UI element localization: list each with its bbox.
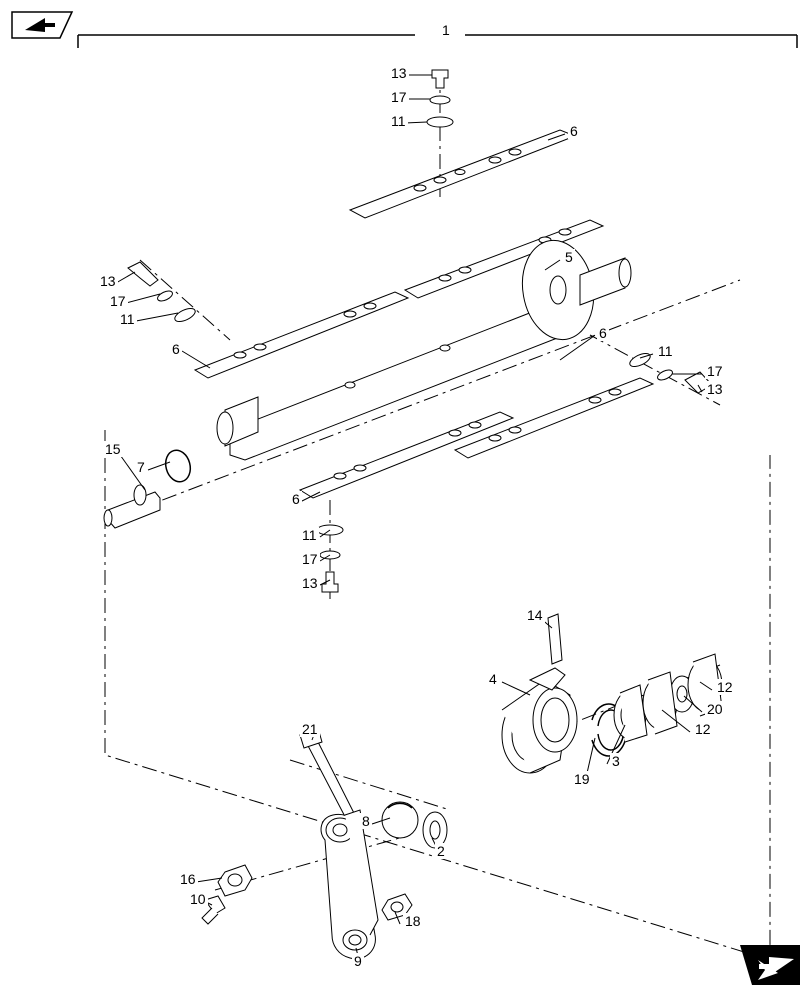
callout-16: 16 — [178, 871, 198, 887]
callout-19: 19 — [572, 771, 592, 787]
callout-14: 14 — [525, 607, 545, 623]
blade-top — [350, 130, 575, 218]
housing — [502, 668, 577, 773]
callout-2: 2 — [435, 843, 447, 859]
callout-4: 4 — [487, 671, 499, 687]
roll-pin — [548, 614, 562, 664]
bolt-stack-bottom — [317, 525, 343, 592]
callout-15: 15 — [103, 441, 123, 457]
bolt-stack-top — [427, 70, 453, 127]
callout-11b: 11 — [118, 311, 137, 327]
callout-7: 7 — [135, 459, 147, 475]
callout-21: 21 — [300, 721, 320, 737]
callout-13b: 13 — [98, 273, 118, 289]
callout-13c: 13 — [705, 381, 725, 397]
callout-11d: 11 — [300, 527, 319, 543]
callout-10: 10 — [188, 891, 208, 907]
ball-washer — [382, 802, 447, 848]
callout-17d: 17 — [300, 551, 320, 567]
bolt-stack-left — [128, 262, 197, 324]
return-icon-bottom-right — [740, 945, 800, 985]
callout-8: 8 — [360, 813, 372, 829]
callout-17b: 17 — [108, 293, 128, 309]
callout-1: 1 — [440, 22, 452, 38]
callout-6b: 6 — [170, 341, 182, 357]
callout-20: 20 — [705, 701, 725, 717]
callout-6c: 6 — [597, 325, 609, 341]
callout-6a: 6 — [568, 123, 580, 139]
callout-12b: 12 — [693, 721, 713, 737]
callout-13d: 13 — [300, 575, 320, 591]
callout-11c: 11 — [656, 343, 675, 359]
pin-ring-left — [104, 447, 194, 528]
link-arm — [321, 810, 378, 959]
callout-9: 9 — [352, 953, 364, 969]
callout-18: 18 — [403, 913, 423, 929]
callout-6d: 6 — [290, 491, 302, 507]
parts-diagram — [0, 0, 812, 1000]
nut-fitting-left — [202, 865, 252, 924]
callout-5: 5 — [563, 249, 575, 265]
return-icon-top-left — [12, 12, 72, 38]
callout-17c: 17 — [705, 363, 725, 379]
callout-11a: 11 — [389, 113, 408, 129]
callout-13a: 13 — [389, 65, 409, 81]
callout-17a: 17 — [389, 89, 409, 105]
callout-3: 3 — [610, 753, 622, 769]
callout-12a: 12 — [715, 679, 735, 695]
